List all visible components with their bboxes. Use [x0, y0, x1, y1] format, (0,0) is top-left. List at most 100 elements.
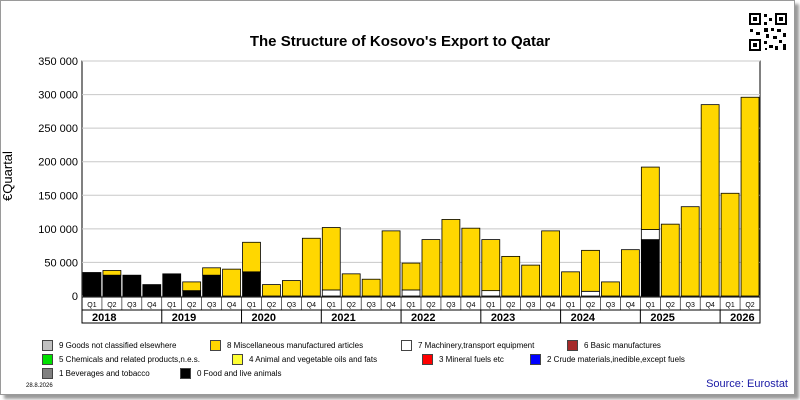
bar-segment — [321, 227, 341, 291]
x-tick-label: Q1 — [247, 302, 256, 309]
legend-item: 9 Goods not classified elsewhere — [42, 338, 176, 352]
x-tick-label: Q3 — [366, 302, 375, 309]
bar-segment — [640, 229, 660, 240]
x-tick-label: Q4 — [307, 302, 316, 309]
x-tick-label: Q2 — [506, 302, 515, 309]
bar-segment — [601, 281, 620, 297]
bar-segment — [640, 166, 660, 230]
bar-segment — [102, 274, 122, 297]
legend-swatch — [42, 353, 53, 365]
x-tick-label: Q1 — [327, 302, 336, 309]
qr-code-icon — [748, 12, 788, 52]
x-tick-label: Q3 — [606, 302, 615, 309]
legend: 9 Goods not classified elsewhere 8 Misce… — [42, 338, 742, 382]
legend-item: 0 Food and live animals — [180, 366, 282, 380]
x-tick-label: Q2 — [666, 302, 675, 309]
bar-segment — [262, 284, 281, 297]
legend-label: 7 Machinery,transport equipment — [418, 340, 535, 350]
x-tick-label: Q1 — [87, 302, 96, 309]
bar-segment — [301, 237, 321, 297]
bar-segment — [142, 284, 162, 297]
bar-segment — [162, 273, 182, 297]
bar-segment — [700, 104, 720, 297]
y-tick-label: 350 000 — [38, 56, 78, 68]
x-tick-label: Q2 — [187, 302, 196, 309]
bar-segment — [242, 271, 261, 297]
bar-segment — [541, 230, 560, 297]
bar-segment — [182, 290, 202, 297]
legend-swatch — [210, 339, 221, 351]
bar-segment — [581, 290, 600, 297]
x-tick-label: Q4 — [386, 302, 395, 309]
bar-segment — [282, 280, 301, 297]
legend-swatch — [567, 339, 578, 351]
year-label: 2025 — [650, 312, 674, 324]
x-tick-label: Q1 — [406, 302, 415, 309]
year-label: 2026 — [730, 312, 754, 324]
x-tick-label: Q3 — [686, 302, 695, 309]
bar-segment — [481, 290, 501, 297]
year-label: 2019 — [172, 312, 196, 324]
bar-segment — [461, 227, 481, 297]
y-tick-label: 150 000 — [38, 190, 78, 202]
y-tick-label: 0 — [72, 291, 78, 303]
legend-item: 1 Beverages and tobacco — [42, 366, 150, 380]
bar-segment — [720, 192, 740, 297]
bar-segment — [740, 96, 760, 297]
bar-segment — [182, 281, 202, 292]
bar-segment — [202, 267, 221, 276]
x-tick-label: Q4 — [466, 302, 475, 309]
y-tick-label: 200 000 — [38, 157, 78, 169]
y-tick-label: 300 000 — [38, 90, 78, 102]
chart-title: The Structure of Kosovo's Export to Qata… — [250, 33, 550, 50]
legend-item: 5 Chemicals and related products,n.e.s. — [42, 352, 200, 366]
bar-segment — [222, 268, 241, 297]
legend-label: 1 Beverages and tobacco — [59, 368, 150, 378]
x-tick-label: Q2 — [586, 302, 595, 309]
x-tick-label: Q2 — [347, 302, 356, 309]
y-axis: 0 50 000 100 000 150 000 200 000 250 000 300 0… — [38, 56, 78, 303]
x-tick-label: Q2 — [267, 302, 276, 309]
legend-label: 6 Basic manufactures — [584, 340, 661, 350]
bar-segment — [321, 289, 341, 297]
legend-label: 3 Mineral fuels etc — [439, 354, 504, 364]
x-tick-label: Q4 — [546, 302, 555, 309]
x-tick-label: Q4 — [147, 302, 156, 309]
x-tick-label: Q1 — [566, 302, 575, 309]
x-tick-label: Q3 — [287, 302, 296, 309]
bar-segment — [401, 262, 421, 291]
x-tick-label: Q3 — [207, 302, 216, 309]
x-tick-label: Q2 — [426, 302, 435, 309]
legend-item: 3 Mineral fuels etc — [422, 352, 504, 366]
legend-item: 4 Animal and vegetable oils and fats — [232, 352, 377, 366]
x-tick-label: Q1 — [167, 302, 176, 309]
x-tick-label: Q4 — [626, 302, 635, 309]
x-axis: Q1 Q2 Q3 Q4 Q1 Q2 Q3 Q4 Q1 Q2 Q3 Q4 Q1 Q2 Q3 Q4 Q1 Q2 Q3 Q4… — [81, 296, 761, 324]
legend-swatch — [232, 353, 243, 365]
bar-segment — [501, 255, 521, 297]
x-tick-label: Q3 — [127, 302, 136, 309]
bar-segment — [561, 271, 580, 297]
year-label: 2023 — [491, 312, 515, 324]
legend-swatch — [42, 339, 53, 351]
y-tick-label: 100 000 — [38, 224, 78, 236]
bar-segment — [521, 264, 541, 297]
legend-item: 2 Crude materials,inedible,except fuels — [530, 352, 685, 366]
bars — [82, 96, 760, 297]
bar-segment — [481, 239, 501, 292]
bar-segment — [660, 223, 680, 297]
legend-item: 7 Machinery,transport equipment — [401, 338, 534, 352]
bar-segment — [621, 249, 640, 297]
legend-label: 0 Food and live animals — [197, 368, 282, 378]
legend-swatch — [42, 367, 53, 379]
legend-swatch — [530, 353, 541, 365]
source-label: Source: Eurostat — [706, 378, 788, 390]
legend-swatch — [422, 353, 433, 365]
legend-label: 9 Goods not classified elsewhere — [59, 340, 177, 350]
year-label: 2022 — [411, 312, 435, 324]
bar-segment — [680, 206, 700, 297]
x-tick-label: Q1 — [646, 302, 655, 309]
x-tick-label: Q3 — [446, 302, 455, 309]
legend-label: 2 Crude materials,inedible,except fuels — [547, 354, 685, 364]
bar-segment — [581, 249, 600, 292]
